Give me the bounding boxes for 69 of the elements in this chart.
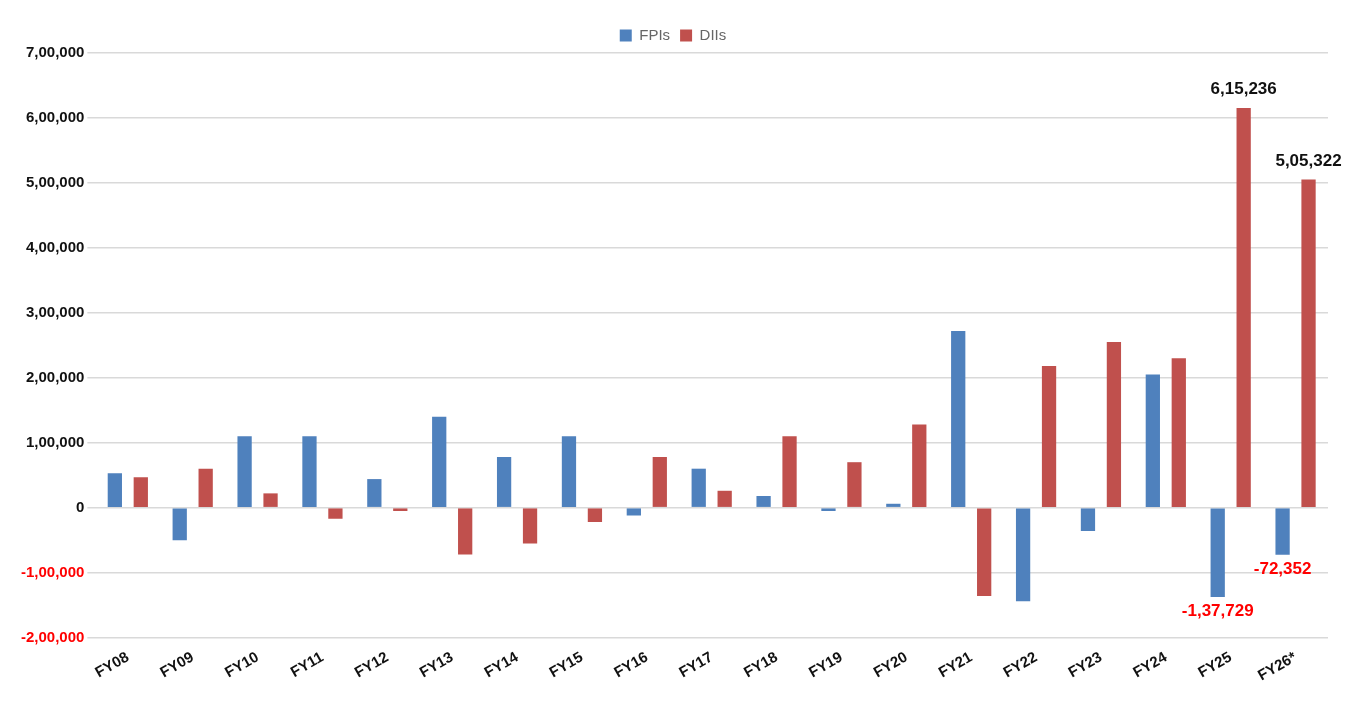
x-tick-label: FY12 xyxy=(351,647,391,681)
bar xyxy=(977,508,992,596)
y-tick-label: 0 xyxy=(76,497,85,515)
x-tick-label: FY13 xyxy=(416,647,456,681)
y-tick-label: 2,00,000 xyxy=(25,367,85,385)
bar xyxy=(263,493,278,507)
y-tick-label: 7,00,000 xyxy=(25,43,85,61)
x-tick-label: FY16 xyxy=(610,647,651,681)
bar xyxy=(1080,508,1096,532)
bar xyxy=(1275,508,1290,555)
bar xyxy=(561,436,577,507)
x-tick-label: FY21 xyxy=(935,647,975,681)
bar xyxy=(302,436,317,507)
x-tick-label: FY11 xyxy=(287,647,327,681)
bar xyxy=(393,508,408,511)
bar xyxy=(951,330,966,507)
bar xyxy=(1236,108,1251,507)
bar xyxy=(652,457,667,507)
x-tick-label: FY14 xyxy=(481,647,522,681)
bar xyxy=(1301,179,1316,507)
bar xyxy=(198,468,213,507)
y-tick-label: -1,00,000 xyxy=(20,562,85,580)
x-tick-label: FY20 xyxy=(870,647,910,681)
bar xyxy=(367,479,382,507)
legend-label: FPIs xyxy=(639,25,671,43)
bar xyxy=(1145,374,1160,507)
y-tick-label: 4,00,000 xyxy=(25,238,85,255)
y-tick-label: -2,00,000 xyxy=(20,627,85,645)
x-tick-label: FY19 xyxy=(805,647,846,681)
bar xyxy=(756,495,771,507)
bar xyxy=(782,436,797,507)
legend-label: DIIs xyxy=(699,25,727,43)
data-label: -72,352 xyxy=(1253,558,1312,578)
x-tick-label: FY23 xyxy=(1064,647,1105,681)
y-tick-label: 3,00,000 xyxy=(25,302,85,320)
x-tick-label: FY09 xyxy=(156,647,197,681)
y-tick-label: 5,00,000 xyxy=(25,173,85,191)
bar xyxy=(847,462,862,507)
bar xyxy=(237,436,252,507)
data-label: 6,15,236 xyxy=(1210,79,1277,99)
bar xyxy=(172,508,187,541)
bar xyxy=(626,508,641,516)
bar xyxy=(522,508,538,544)
data-label: -1,37,729 xyxy=(1181,601,1254,621)
bar xyxy=(1015,508,1031,602)
x-tick-label: FY22 xyxy=(1000,647,1040,681)
bar xyxy=(458,508,473,555)
data-label: 5,05,322 xyxy=(1275,150,1342,170)
bar xyxy=(328,508,343,519)
x-tick-label: FY10 xyxy=(221,647,262,681)
bar xyxy=(691,468,706,507)
bar xyxy=(107,473,122,507)
bar xyxy=(912,424,927,507)
bar xyxy=(496,457,512,507)
x-tick-label: FY08 xyxy=(91,647,132,681)
bar xyxy=(1171,358,1186,507)
bar xyxy=(1106,342,1122,507)
bar xyxy=(1041,366,1057,507)
bar xyxy=(886,503,901,507)
bar xyxy=(133,477,148,507)
y-tick-label: 1,00,000 xyxy=(25,432,85,450)
bar xyxy=(432,416,447,507)
x-tick-label: FY24 xyxy=(1129,647,1170,681)
bar xyxy=(1210,508,1225,598)
x-tick-label: FY18 xyxy=(740,647,781,681)
y-tick-label: 6,00,000 xyxy=(25,108,85,126)
bar xyxy=(821,508,836,511)
bar xyxy=(717,490,732,507)
bar xyxy=(587,508,603,522)
